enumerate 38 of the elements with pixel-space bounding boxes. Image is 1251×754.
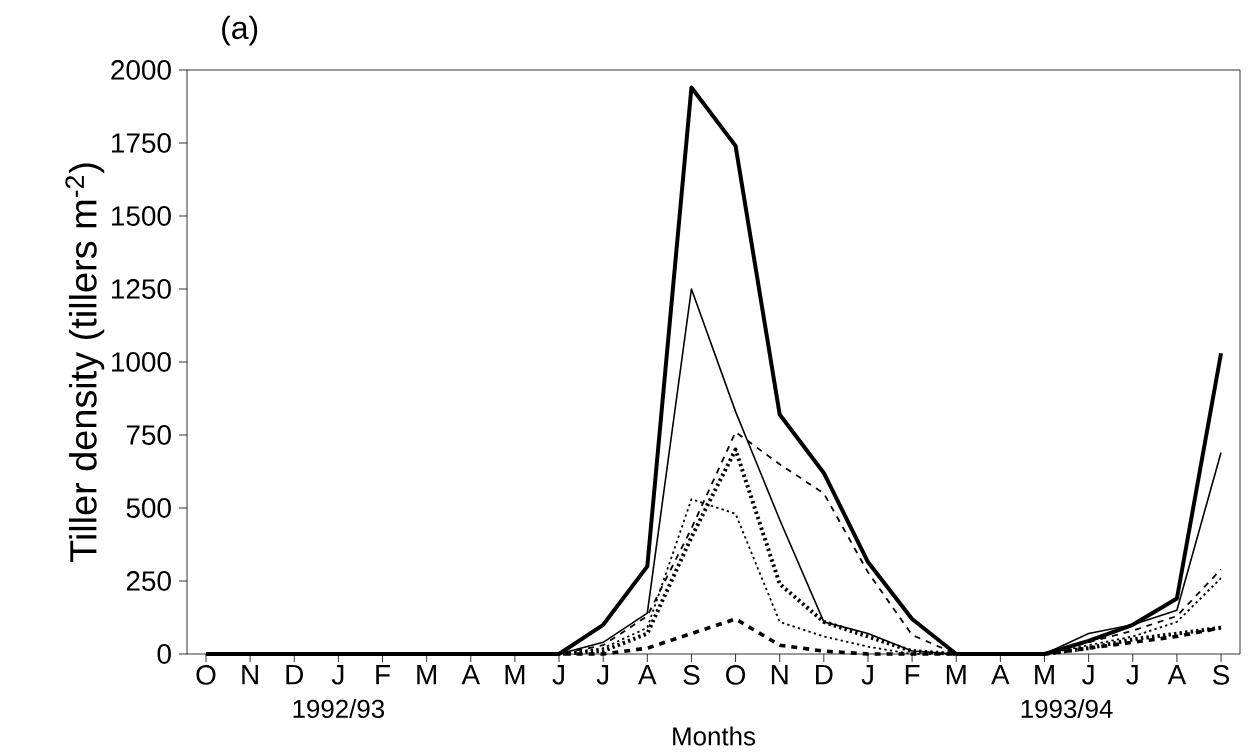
x-tick-label: J <box>331 665 344 685</box>
x-tick-label: O <box>726 665 746 685</box>
y-tick-label: 2000 <box>111 60 171 80</box>
x-tick-label: J <box>552 665 564 685</box>
x-tick-label: M <box>946 665 966 685</box>
y-tick-label: 500 <box>126 498 171 518</box>
x-tick-label: F <box>905 665 920 685</box>
x-tick-label: S <box>683 665 700 685</box>
x-tick-label: D <box>816 665 833 685</box>
x-tick-label: J <box>1082 665 1094 685</box>
x-tick-label: A <box>991 665 1010 685</box>
y-tick-label: 750 <box>126 425 171 445</box>
x-tick-label: O <box>196 665 216 685</box>
x-tick-label: J <box>596 665 609 685</box>
text: (a) <box>222 15 258 46</box>
x-tick-label: A <box>461 665 481 685</box>
x-tick-label: J <box>1126 665 1138 685</box>
y-axis-title: Tiller density (tillers m$^{-2}$) <box>65 163 105 563</box>
x-tick-label: M <box>417 665 436 685</box>
x-tick-label: N <box>771 665 788 685</box>
text: 1993/94 <box>1021 699 1113 719</box>
x-tick-label: N <box>242 665 258 685</box>
x-tick-label: M <box>505 665 525 685</box>
x-tick-label: J <box>861 665 873 685</box>
x-tick-label: A <box>638 665 657 685</box>
y-tick-label: 0 <box>157 644 171 664</box>
x-tick-label: A <box>1167 665 1187 685</box>
x-tick-label: M <box>1035 665 1054 685</box>
x-tick-label: F <box>376 665 390 685</box>
y-tick-label: 1500 <box>112 206 171 226</box>
x-tick-label: S <box>1213 665 1230 685</box>
y-tick-label: 1250 <box>112 279 171 299</box>
y-tick-label: 1750 <box>112 133 171 153</box>
x-axis-title: Months <box>673 726 756 746</box>
y-tick-label: 1000 <box>112 352 171 372</box>
y-tick-label: 250 <box>126 571 171 591</box>
x-tick-label: D <box>286 665 303 685</box>
text: 1992/93 <box>293 699 385 719</box>
